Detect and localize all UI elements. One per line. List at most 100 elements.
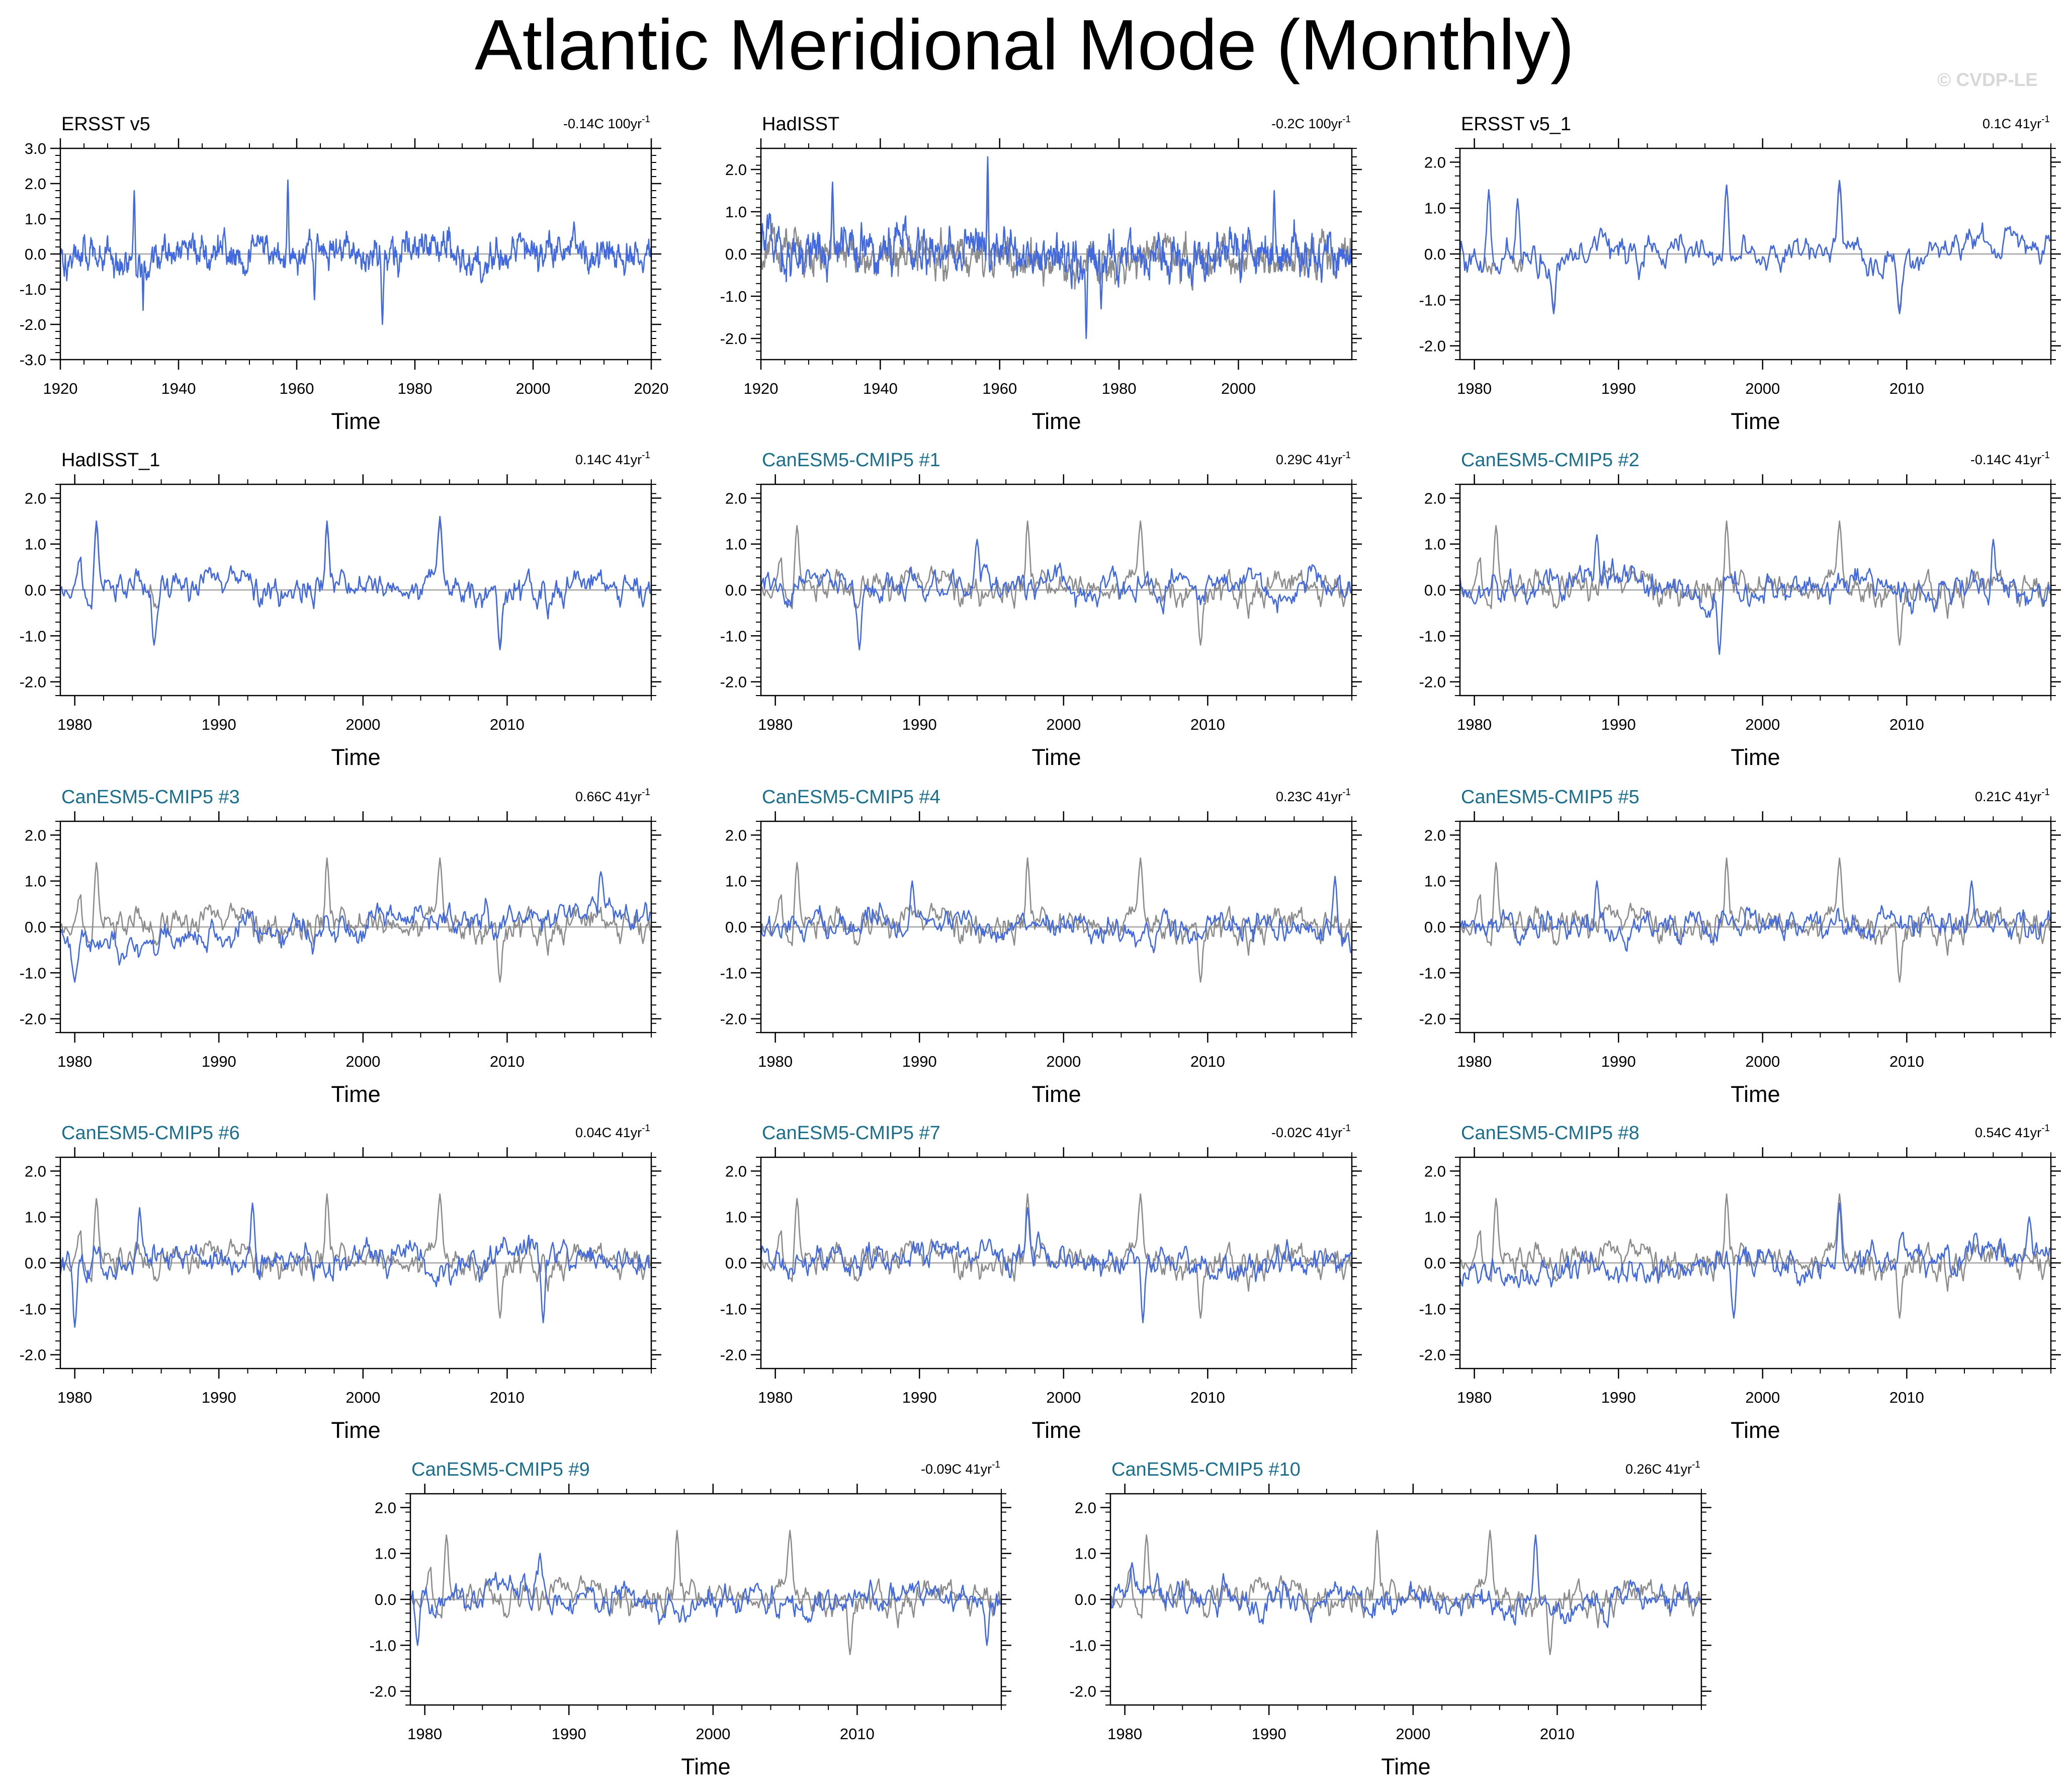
chart-panel: CanESM5-CMIP5 #7 -0.02C 41yr-1 -2.0 -1.0 0.0…	[720, 1123, 1362, 1443]
x-tick-label: 1980	[407, 1725, 442, 1743]
model-series-line	[760, 156, 1352, 339]
x-axis-label: Time	[1731, 408, 1780, 434]
panel-title: CanESM5-CMIP5 #6	[61, 1123, 240, 1144]
panel-title: ERSST v5_1	[1461, 114, 1571, 135]
y-tick-label: -1.0	[20, 1300, 46, 1318]
panel-title: CanESM5-CMIP5 #2	[1461, 450, 1639, 471]
panel-title: CanESM5-CMIP5 #1	[762, 450, 940, 471]
y-tick-label: 2.0	[375, 1499, 396, 1516]
x-axis-label: Time	[331, 408, 380, 434]
y-tick-label: 0.0	[725, 245, 747, 263]
x-tick-label: 1980	[758, 716, 793, 733]
y-tick-label: 1.0	[25, 1209, 46, 1226]
y-tick-label: -1.0	[720, 1300, 747, 1318]
panel-title: CanESM5-CMIP5 #10	[1111, 1459, 1301, 1480]
x-axis-label: Time	[1031, 744, 1081, 770]
panel-title: CanESM5-CMIP5 #5	[1461, 787, 1639, 808]
x-tick-label: 1990	[902, 1053, 937, 1070]
y-tick-label: 1.0	[725, 536, 747, 553]
y-tick-label: 2.0	[725, 1162, 747, 1180]
x-tick-label: 2010	[1190, 1053, 1225, 1070]
y-tick-label: 2.0	[25, 175, 46, 193]
x-tick-label: 1960	[280, 380, 314, 397]
observed-series-line	[1109, 1529, 1701, 1655]
x-tick-label: 2000	[1046, 1053, 1081, 1070]
panel-title: CanESM5-CMIP5 #3	[61, 787, 240, 808]
x-axis-label: Time	[1031, 408, 1081, 434]
y-tick-label: -2.0	[20, 1010, 46, 1028]
chart-panel: CanESM5-CMIP5 #9 -0.09C 41yr-1 -2.0 -1.0 0.0…	[370, 1459, 1011, 1779]
chart-panel: CanESM5-CMIP5 #10 0.26C 41yr-1 -2.0 -1.0 0.0…	[1070, 1459, 1711, 1779]
x-tick-label: 1980	[1107, 1725, 1142, 1743]
x-tick-label: 1990	[1252, 1725, 1286, 1743]
model-series-line	[1109, 1534, 1701, 1628]
x-tick-label: 2000	[346, 1389, 380, 1406]
model-series-line	[59, 1203, 650, 1328]
x-tick-label: 1920	[43, 380, 78, 397]
chart-panel: HadISST -0.2C 100yr-1 -2.0 -1.0 0.0 1.0 2.0 192…	[720, 114, 1362, 434]
trend-label: 0.04C 41yr-1	[575, 1123, 650, 1140]
panel-title: HadISST	[762, 114, 839, 135]
trend-label: -0.09C 41yr-1	[921, 1460, 1000, 1477]
x-tick-label: 2010	[490, 1053, 525, 1070]
y-tick-label: 2.0	[25, 489, 46, 507]
y-tick-label: 2.0	[1075, 1499, 1096, 1516]
chart-panel: ERSST v5_1 0.1C 41yr-1 -2.0 -1.0 0.0 1.0 2.0 19…	[1419, 114, 2061, 434]
x-tick-label: 1980	[1457, 716, 1492, 733]
trend-label: 0.54C 41yr-1	[1975, 1123, 2050, 1140]
model-series-line	[409, 1553, 1001, 1646]
x-tick-label: 1980	[1457, 380, 1492, 397]
x-tick-label: 1990	[902, 716, 937, 733]
y-tick-label: 0.0	[25, 581, 46, 599]
x-tick-label: 2010	[1190, 1389, 1225, 1406]
trend-label: 0.23C 41yr-1	[1276, 787, 1351, 804]
x-tick-label: 1990	[1601, 1389, 1636, 1406]
x-tick-label: 1980	[57, 1389, 92, 1406]
model-series-line	[760, 876, 1351, 954]
y-tick-label: 1.0	[1424, 1209, 1446, 1226]
y-tick-label: -1.0	[1419, 964, 1446, 982]
model-series-line	[59, 871, 651, 983]
chart-panel: CanESM5-CMIP5 #1 0.29C 41yr-1 -2.0 -1.0 0.0 1…	[720, 450, 1362, 770]
chart-panel: CanESM5-CMIP5 #3 0.66C 41yr-1 -2.0 -1.0 0.0 1…	[20, 787, 661, 1107]
observed-series-line	[760, 520, 1351, 646]
y-tick-label: -3.0	[20, 351, 46, 369]
y-tick-label: -2.0	[720, 1346, 747, 1364]
y-tick-label: -2.0	[1419, 1346, 1446, 1364]
y-tick-label: 1.0	[1424, 200, 1446, 217]
y-tick-label: 2.0	[1424, 1162, 1446, 1180]
y-tick-label: 0.0	[1424, 918, 1446, 936]
x-tick-label: 1980	[398, 380, 433, 397]
x-tick-label: 2000	[1745, 1389, 1780, 1406]
y-tick-label: 2.0	[725, 489, 747, 507]
y-tick-label: -2.0	[370, 1683, 396, 1700]
x-axis-label: Time	[331, 744, 380, 770]
panel-title: CanESM5-CMIP5 #8	[1461, 1123, 1639, 1144]
observed-series-line	[760, 1193, 1351, 1319]
y-tick-label: 2.0	[1424, 826, 1446, 844]
y-tick-label: 1.0	[725, 873, 747, 890]
y-tick-label: 1.0	[375, 1545, 396, 1563]
x-tick-label: 1990	[202, 1053, 236, 1070]
observed-series-line	[59, 857, 651, 983]
trend-label: 0.14C 41yr-1	[575, 450, 650, 467]
y-tick-label: 0.0	[725, 918, 747, 936]
chart-panel: CanESM5-CMIP5 #2 -0.14C 41yr-1 -2.0 -1.0 0.0…	[1419, 450, 2061, 770]
y-tick-label: 0.0	[375, 1591, 396, 1608]
panel-title: CanESM5-CMIP5 #7	[762, 1123, 940, 1144]
chart-panel: CanESM5-CMIP5 #4 0.23C 41yr-1 -2.0 -1.0 0.0 1…	[720, 787, 1362, 1107]
panel-title: HadISST_1	[61, 450, 160, 471]
y-tick-label: 0.0	[1075, 1591, 1096, 1608]
x-axis-label: Time	[1731, 1417, 1780, 1443]
y-tick-label: -1.0	[20, 627, 46, 645]
y-tick-label: 2.0	[1424, 153, 1446, 171]
x-tick-label: 2000	[346, 716, 380, 733]
chart-panel: CanESM5-CMIP5 #8 0.54C 41yr-1 -2.0 -1.0 0.0 1…	[1419, 1123, 2061, 1443]
x-tick-label: 1980	[758, 1053, 793, 1070]
y-tick-label: -2.0	[20, 673, 46, 691]
x-axis-label: Time	[331, 1417, 380, 1443]
y-tick-label: -2.0	[720, 1010, 747, 1028]
model-series-line	[760, 539, 1351, 650]
model-series-line	[1459, 534, 2050, 655]
